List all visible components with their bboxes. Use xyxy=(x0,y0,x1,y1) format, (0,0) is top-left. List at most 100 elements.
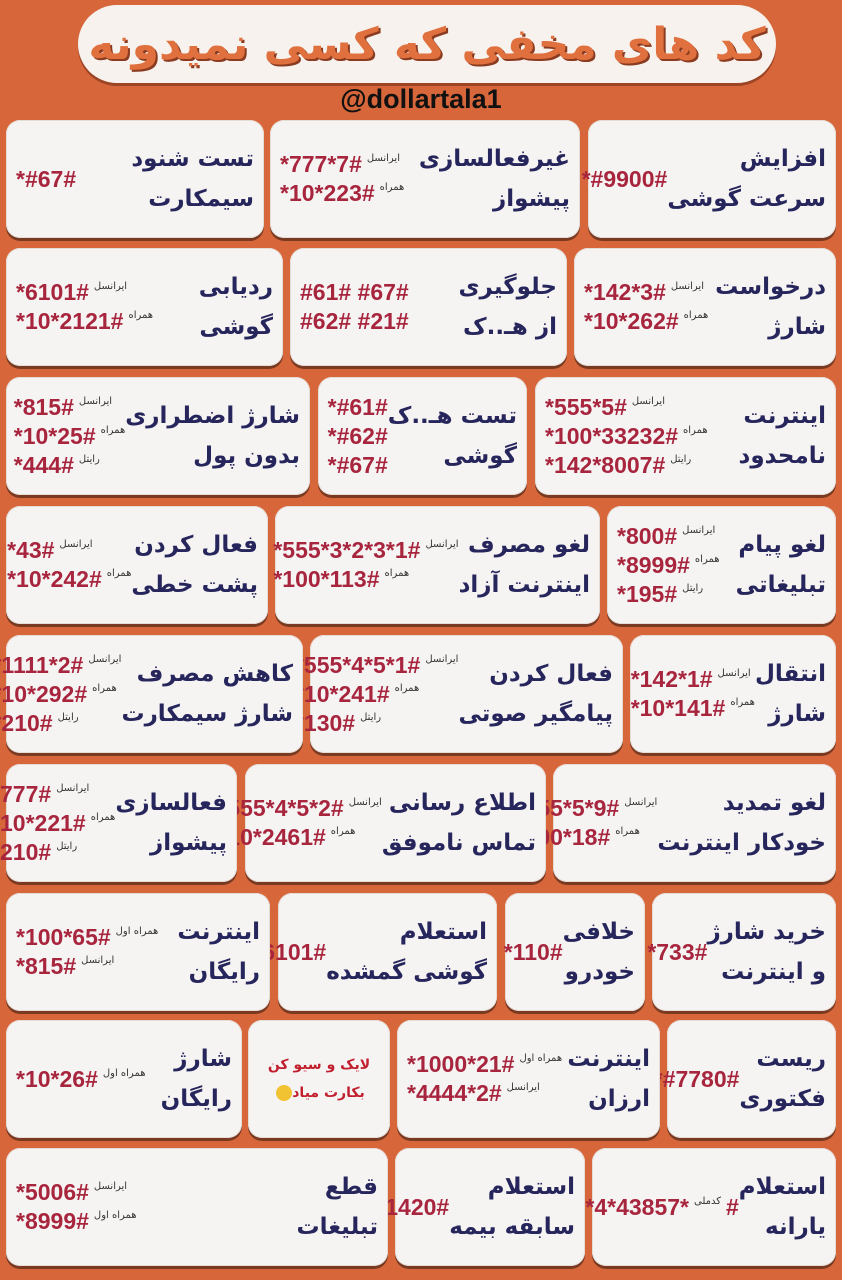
ussd-code[interactable]: *195# xyxy=(617,580,678,607)
ussd-code[interactable]: *10*141# xyxy=(630,695,726,721)
code-row[interactable]: *6101# ایرانسل xyxy=(16,279,127,306)
code-row[interactable]: *142*1# ایرانسل xyxy=(631,666,751,693)
ussd-code[interactable]: *815# xyxy=(13,393,74,420)
ussd-code[interactable]: #61# #67# xyxy=(300,279,409,305)
code-row[interactable]: *#7780# xyxy=(654,1066,740,1093)
code-row[interactable]: *800# ایرانسل xyxy=(617,523,715,550)
code-row[interactable]: *555*4*5*2# ایرانسل xyxy=(218,795,381,822)
code-row[interactable]: *10*241# همراه xyxy=(295,681,419,708)
ussd-code[interactable]: *555*3*2*3*1# xyxy=(273,537,421,563)
code-row[interactable]: *#67# xyxy=(16,166,76,193)
code-row[interactable]: *142*3# ایرانسل xyxy=(584,279,704,306)
ussd-code[interactable]: *555*5# xyxy=(545,393,627,420)
code-row[interactable]: *43# ایرانسل xyxy=(7,537,92,564)
code-row[interactable]: *444# رایتل xyxy=(14,452,100,479)
ussd-code[interactable]: *10*2121# xyxy=(16,308,124,334)
ussd-code[interactable]: *555*4*5*1# xyxy=(294,651,421,678)
code-row[interactable]: *#67# xyxy=(328,452,388,479)
code-row[interactable]: *10*2461# همراه xyxy=(218,824,355,851)
ussd-code[interactable]: *10*26# xyxy=(16,1065,98,1092)
ussd-code[interactable]: *100*65# xyxy=(16,924,111,950)
code-row[interactable]: *100*33232# همراه xyxy=(545,423,708,450)
code-row[interactable]: *1111*2# ایرانسل xyxy=(0,652,121,679)
code-row[interactable]: *10*26# همراه اول xyxy=(16,1066,146,1093)
code-row[interactable]: *815# ایرانسل xyxy=(16,953,114,980)
ussd-code[interactable]: *10*25# xyxy=(13,422,96,449)
ussd-code[interactable]: *800# xyxy=(617,522,678,549)
ussd-code[interactable]: *#61# xyxy=(327,393,388,420)
ussd-code[interactable]: *444# xyxy=(13,451,74,478)
code-row[interactable]: *555*5# ایرانسل xyxy=(545,394,665,421)
code-row[interactable]: *5006# ایرانسل xyxy=(16,1179,127,1206)
ussd-code[interactable]: *110# xyxy=(503,938,563,965)
code-row[interactable]: #62# #21# xyxy=(300,308,409,335)
ussd-code[interactable]: *210# xyxy=(0,709,53,736)
code-row[interactable]: *777# ایرانسل xyxy=(0,781,89,808)
code-row[interactable]: *8999# همراه xyxy=(617,552,720,579)
ussd-code[interactable]: *#9900# xyxy=(581,165,668,192)
code-row[interactable]: *10*262# همراه xyxy=(584,308,708,335)
ussd-code[interactable]: *5006# xyxy=(16,1179,89,1205)
code-row[interactable]: *777*7# ایرانسل xyxy=(280,151,400,178)
ussd-code[interactable]: *555*4*5*2# xyxy=(218,795,344,821)
card-title: خلافی خودرو xyxy=(563,912,635,992)
code-row[interactable]: *733# xyxy=(647,939,707,966)
ussd-code[interactable]: *100*113# xyxy=(273,566,380,592)
code-row[interactable]: *10*292# همراه xyxy=(0,681,117,708)
code-row[interactable]: *210# رایتل xyxy=(0,839,77,866)
code-row[interactable]: *555*3*2*3*1# ایرانسل xyxy=(273,537,458,564)
ussd-code[interactable]: *10*242# xyxy=(7,566,102,592)
ussd-code[interactable]: *10*292# xyxy=(0,680,88,707)
ussd-code[interactable]: *815# xyxy=(16,953,77,979)
ussd-code[interactable]: *6101# xyxy=(16,279,89,305)
ussd-code[interactable]: *#67# xyxy=(16,165,77,192)
ussd-code[interactable]: *10*223# xyxy=(280,180,375,206)
code-row[interactable]: *10*2121# همراه xyxy=(16,308,153,335)
ussd-code[interactable]: *43# xyxy=(7,537,55,563)
ussd-code[interactable]: *777# xyxy=(0,780,52,807)
ussd-code[interactable]: *#67# xyxy=(327,451,388,478)
ussd-code[interactable]: *8999# xyxy=(16,1208,89,1234)
code-row[interactable]: *4*43857* کدملی # xyxy=(585,1194,738,1221)
code-row[interactable]: *10*25# همراه xyxy=(14,423,125,450)
code-row[interactable]: *100*65# همراه اول xyxy=(16,924,158,951)
code-row[interactable]: *130# رایتل xyxy=(295,710,381,737)
ussd-code[interactable]: *100*33232# xyxy=(545,422,679,449)
ussd-code[interactable]: *733# xyxy=(647,938,708,965)
code-row[interactable]: *555*4*5*1# ایرانسل xyxy=(295,652,458,679)
code-row[interactable]: *210# رایتل xyxy=(0,710,79,737)
code-row[interactable]: *100*113# همراه xyxy=(273,566,409,593)
code-row[interactable]: #61# #67# xyxy=(300,279,409,306)
code-row[interactable]: *1000*21# همراه اول xyxy=(407,1051,562,1078)
ussd-code[interactable]: *#62# xyxy=(327,422,388,449)
ussd-code[interactable]: *4*43857* xyxy=(585,1193,689,1220)
ussd-code[interactable]: *4444*2# xyxy=(407,1080,502,1106)
ussd-code[interactable]: *210# xyxy=(0,838,52,865)
code-row[interactable]: *110# xyxy=(504,939,563,966)
code-row[interactable]: *#9900# xyxy=(582,166,668,193)
ussd-code[interactable]: *142*8007# xyxy=(545,451,666,478)
code-row[interactable]: *4444*2# ایرانسل xyxy=(407,1080,540,1107)
ussd-code[interactable]: *10*241# xyxy=(294,680,390,707)
code-row[interactable]: *#62# xyxy=(328,423,388,450)
ussd-code[interactable]: *8999# xyxy=(617,551,690,578)
code-row[interactable]: *10*221# همراه xyxy=(0,810,115,837)
code-row[interactable]: *815# ایرانسل xyxy=(14,394,112,421)
code-row[interactable]: *195# رایتل xyxy=(617,581,703,608)
ussd-code[interactable]: *#7780# xyxy=(653,1065,740,1092)
code-row[interactable]: *142*8007# رایتل xyxy=(545,452,691,479)
code-row[interactable]: *8999# همراه اول xyxy=(16,1208,137,1235)
code-row[interactable]: *10*141# همراه xyxy=(631,695,755,722)
ussd-code[interactable]: *1000*21# xyxy=(407,1051,515,1077)
code-row[interactable]: *#61# xyxy=(328,394,388,421)
code-row[interactable]: *10*223# همراه xyxy=(280,180,404,207)
ussd-code[interactable]: *10*221# xyxy=(0,809,86,836)
code-row[interactable]: *10*242# همراه xyxy=(7,566,131,593)
ussd-code[interactable]: *777*7# xyxy=(280,151,362,177)
ussd-code[interactable]: *142*1# xyxy=(630,666,713,692)
ussd-code[interactable]: *130# xyxy=(294,709,356,736)
ussd-code[interactable]: *10*262# xyxy=(584,308,679,334)
ussd-code[interactable]: #62# #21# xyxy=(300,308,409,334)
ussd-code[interactable]: *1111*2# xyxy=(0,651,84,678)
ussd-code[interactable]: *142*3# xyxy=(584,279,666,305)
